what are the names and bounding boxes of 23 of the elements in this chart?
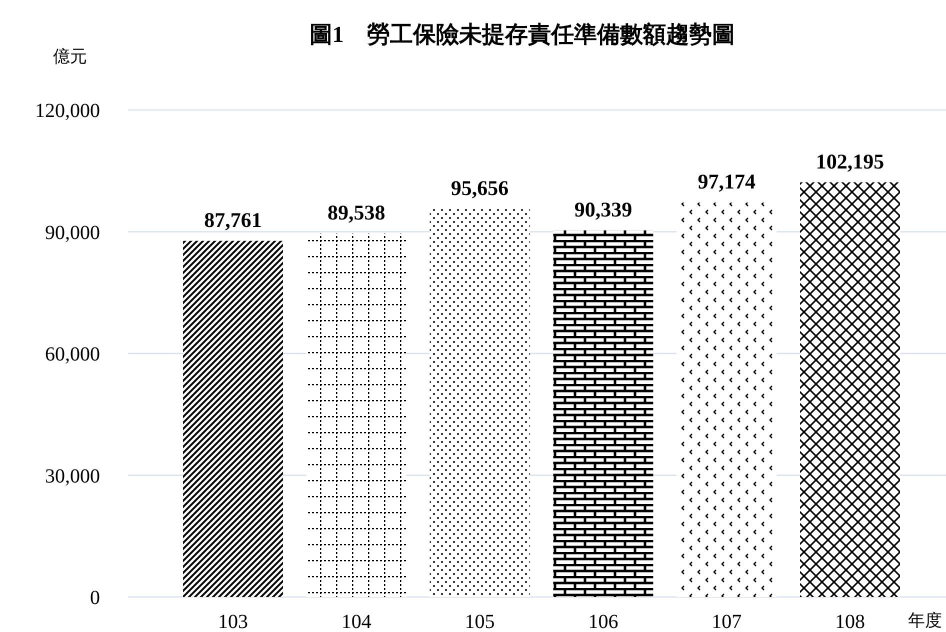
- data-label: 95,656: [450, 176, 509, 200]
- bar: [183, 240, 283, 597]
- x-tick-label: 108: [835, 611, 865, 632]
- y-tick-label: 60,000: [45, 344, 100, 366]
- chart-title: 圖1 勞工保險未提存責任準備數額趨勢圖: [309, 22, 735, 47]
- bar: [553, 230, 654, 597]
- x-tick-label: 107: [712, 611, 742, 632]
- x-tick-label: 105: [464, 611, 495, 632]
- data-label: 90,339: [574, 197, 632, 222]
- bar: [800, 182, 900, 597]
- x-tick-label: 103: [218, 611, 248, 632]
- x-axis-title: 年度: [908, 611, 942, 630]
- data-label: 87,761: [204, 208, 262, 232]
- x-tick-label: 104: [341, 611, 372, 632]
- data-label: 102,195: [816, 149, 884, 174]
- y-tick-label: 30,000: [45, 465, 100, 488]
- y-tick-label: 90,000: [45, 222, 100, 244]
- y-tick-label: 120,000: [35, 100, 100, 122]
- y-tick-label: 0: [90, 587, 100, 609]
- y-axis-title: 億元: [53, 47, 87, 66]
- x-tick-label: 106: [588, 611, 618, 632]
- data-label: 89,538: [328, 200, 386, 225]
- data-label: 97,174: [698, 170, 756, 194]
